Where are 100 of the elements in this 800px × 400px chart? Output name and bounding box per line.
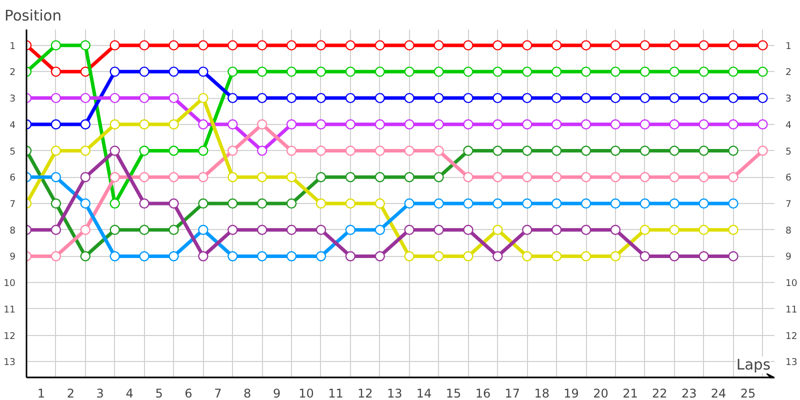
point	[728, 224, 738, 235]
point	[610, 172, 621, 182]
y-tick-label: 3	[10, 94, 16, 105]
point	[256, 198, 268, 209]
point	[80, 40, 90, 50]
point	[492, 198, 503, 209]
point	[110, 92, 120, 104]
point	[640, 119, 650, 130]
point	[463, 251, 474, 262]
point	[728, 172, 738, 182]
point	[345, 224, 356, 235]
y-tick-label: 5	[10, 146, 16, 158]
point	[168, 119, 179, 130]
y2-tick-label: 6	[786, 172, 792, 184]
point	[434, 172, 444, 182]
y2-tick-label: 8	[786, 225, 792, 236]
point	[758, 92, 768, 104]
point	[669, 251, 680, 262]
point	[198, 66, 208, 77]
point	[80, 92, 90, 104]
y2-tick-label: 7	[786, 199, 792, 210]
point	[463, 146, 474, 156]
point	[610, 119, 621, 130]
point	[522, 172, 532, 182]
point	[286, 146, 297, 156]
point	[492, 224, 503, 235]
point	[256, 119, 268, 130]
point	[669, 66, 680, 77]
point	[434, 198, 444, 209]
point	[492, 92, 503, 104]
x-tick-label: 25	[740, 386, 756, 400]
point	[580, 224, 592, 235]
point	[728, 146, 738, 156]
point	[610, 92, 621, 104]
point	[256, 224, 268, 235]
point	[434, 119, 444, 130]
point	[168, 40, 179, 50]
y-tick-label: 1	[10, 40, 16, 52]
x-tick-label: 5	[155, 386, 163, 400]
point	[758, 119, 768, 130]
point	[698, 66, 709, 77]
x-tick-label: 2	[66, 386, 74, 400]
point	[374, 66, 385, 77]
point	[228, 251, 238, 262]
point	[728, 40, 738, 50]
point	[286, 251, 297, 262]
point	[228, 92, 238, 104]
point	[640, 92, 650, 104]
point	[492, 40, 503, 50]
point	[580, 119, 592, 130]
point	[110, 119, 120, 130]
point	[640, 224, 650, 235]
point	[551, 119, 562, 130]
point	[374, 119, 385, 130]
point	[256, 66, 268, 77]
point	[463, 92, 474, 104]
point	[110, 40, 120, 50]
point	[522, 119, 532, 130]
point	[198, 172, 208, 182]
point	[374, 40, 385, 50]
x-tick-label: 8	[244, 386, 252, 400]
point	[374, 198, 385, 209]
x-tick-label: 20	[593, 386, 608, 400]
point	[463, 198, 474, 209]
point	[463, 119, 474, 130]
point	[610, 146, 621, 156]
point	[522, 92, 532, 104]
point	[198, 146, 208, 156]
y-tick-label: 10	[4, 278, 16, 290]
y2-tick-label: 13	[786, 357, 798, 368]
point	[580, 92, 592, 104]
point	[50, 40, 62, 50]
point	[168, 224, 179, 235]
x-axis-title: Laps	[736, 356, 771, 374]
point	[256, 172, 268, 182]
point	[492, 146, 503, 156]
y2-tick-label: 12	[786, 330, 798, 342]
point	[669, 172, 680, 182]
point	[434, 251, 444, 262]
point	[345, 198, 356, 209]
y-tick-label: 6	[10, 172, 16, 184]
point	[698, 172, 709, 182]
point	[50, 66, 62, 77]
point	[286, 40, 297, 50]
point	[316, 251, 326, 262]
point	[580, 172, 592, 182]
point	[80, 172, 90, 182]
point	[640, 66, 650, 77]
point	[434, 92, 444, 104]
point	[404, 119, 414, 130]
y2-tick-label: 4	[786, 120, 792, 131]
point	[374, 172, 385, 182]
point	[492, 66, 503, 77]
point	[345, 92, 356, 104]
point	[168, 92, 179, 104]
point	[669, 224, 680, 235]
x-tick-label: 13	[386, 386, 402, 400]
point	[345, 119, 356, 130]
point	[198, 40, 208, 50]
point	[610, 224, 621, 235]
